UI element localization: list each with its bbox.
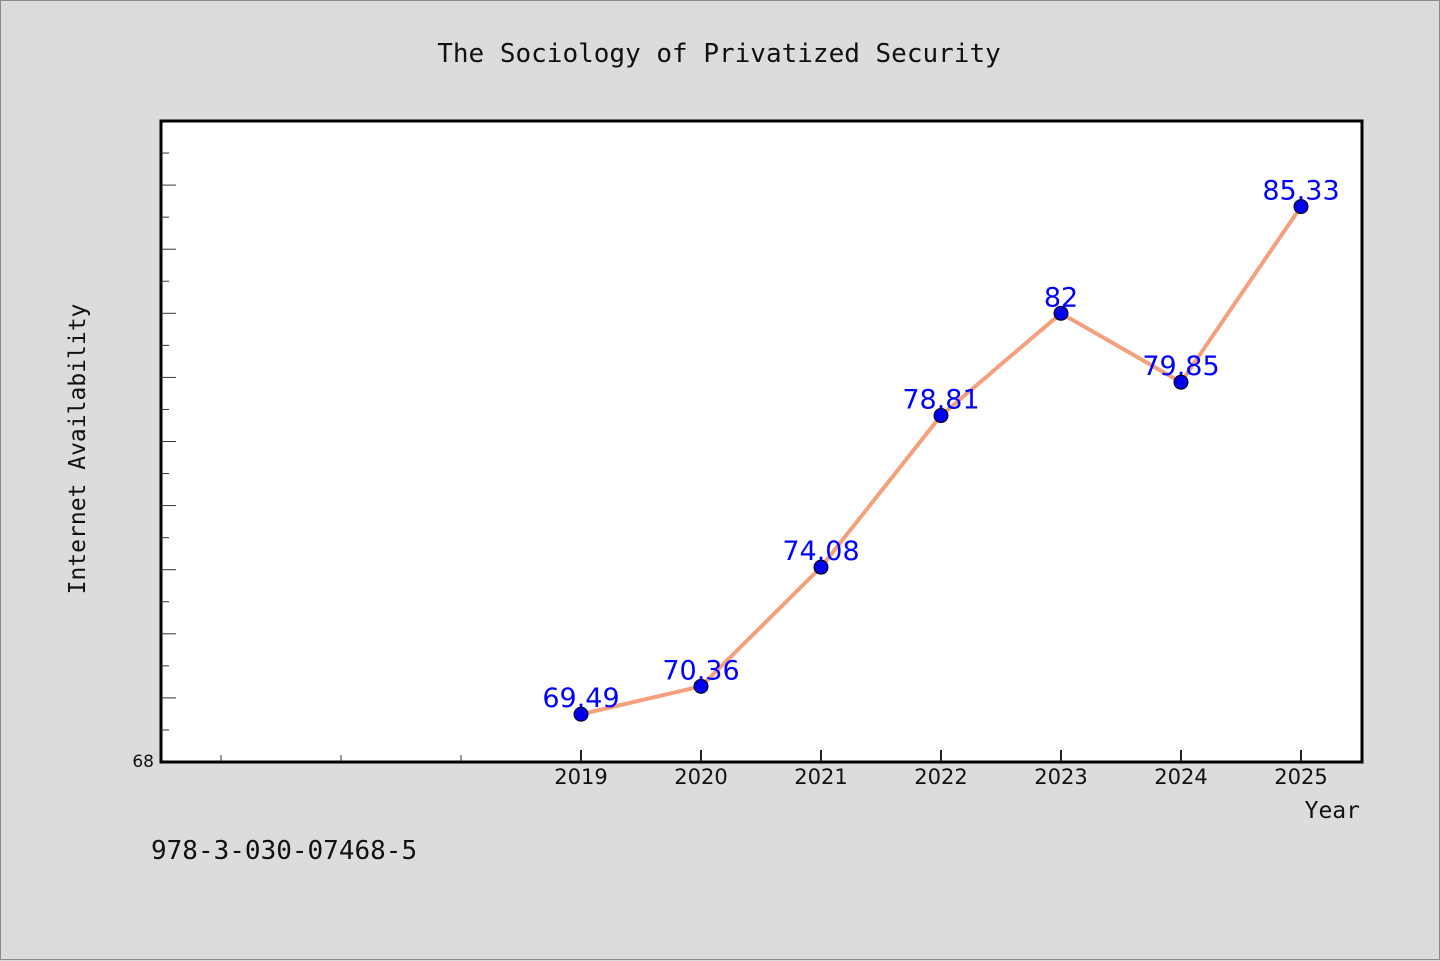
data-label: 70.36 bbox=[662, 655, 739, 686]
data-label: 78.81 bbox=[902, 385, 979, 416]
x-tick-label: 2022 bbox=[914, 765, 967, 789]
x-tick-label: 2020 bbox=[674, 765, 727, 789]
data-label: 74.08 bbox=[782, 536, 859, 567]
data-label: 69.49 bbox=[542, 683, 619, 714]
isbn-text: 978-3-030-07468-5 bbox=[151, 836, 418, 866]
x-axis-ticks: 2019 2020 2021 2022 2023 2024 2025 bbox=[554, 750, 1328, 789]
y-tick-label: 68 bbox=[132, 752, 154, 772]
x-axis-label: Year bbox=[1305, 798, 1360, 824]
data-point bbox=[933, 408, 949, 424]
data-labels: 69.49 70.36 74.08 78.81 82 79.85 85.33 bbox=[542, 176, 1339, 715]
x-tick-label: 2019 bbox=[554, 765, 607, 789]
y-axis-label: Internet Availability bbox=[65, 304, 91, 595]
data-label: 79.85 bbox=[1142, 351, 1219, 382]
data-label: 82 bbox=[1044, 282, 1078, 313]
x-tick-label: 2021 bbox=[794, 765, 847, 789]
data-point bbox=[1293, 199, 1309, 215]
data-point bbox=[693, 678, 709, 694]
data-point bbox=[1053, 305, 1069, 321]
data-point bbox=[1173, 374, 1189, 390]
plot-area bbox=[159, 119, 1364, 764]
data-label: 85.33 bbox=[1262, 176, 1339, 207]
x-tick-label: 2025 bbox=[1274, 765, 1327, 789]
data-point bbox=[573, 706, 589, 722]
x-tick-label: 2023 bbox=[1034, 765, 1087, 789]
data-points bbox=[573, 199, 1309, 722]
data-point bbox=[813, 559, 829, 575]
x-minor-ticks bbox=[220, 755, 462, 761]
chart-title: The Sociology of Privatized Security bbox=[437, 39, 1001, 69]
x-tick-label: 2024 bbox=[1154, 765, 1207, 789]
y-minor-ticks bbox=[161, 152, 176, 731]
